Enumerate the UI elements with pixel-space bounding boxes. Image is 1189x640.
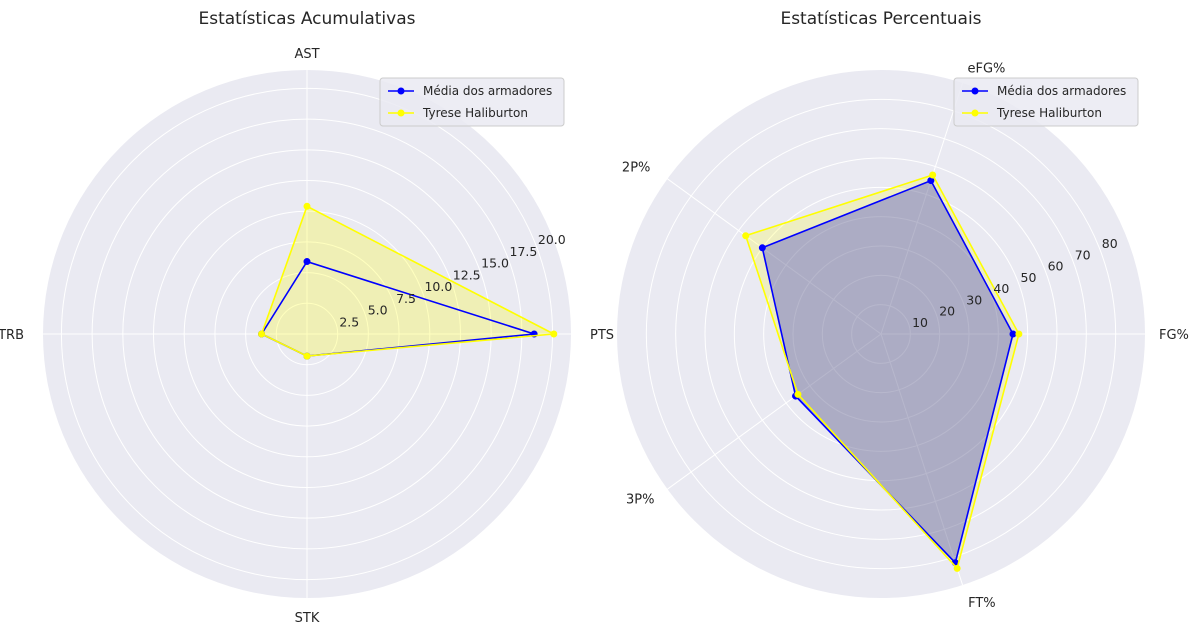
category-label-stk: STK <box>295 611 320 626</box>
series-fill-m-dia-dos-armadores <box>762 180 1013 563</box>
radial-tick-label: 50 <box>1021 270 1037 285</box>
radial-tick-label: 10 <box>912 315 928 330</box>
chart-title: Estatísticas Percentuais <box>780 9 981 29</box>
category-label-3p-pct: 3P% <box>626 493 654 508</box>
category-label-2p-pct: 2P% <box>622 161 650 176</box>
radial-tick-label: 17.5 <box>510 244 538 259</box>
radial-tick-label: 5.0 <box>368 303 388 318</box>
chart-cumulative: 2.5 5.0 7.5 10.012.515.017.520.0 PTS AST TRB ST… <box>0 9 614 626</box>
point-m-dia-dos-armadores-ast <box>303 258 311 266</box>
radial-tick-label: 70 <box>1075 247 1091 262</box>
legend-label-tyrese-haliburton: Tyrese Haliburton <box>422 106 528 120</box>
legend-label-m-dia-dos-armadores: Média dos armadores <box>997 84 1126 98</box>
category-label-fg-pct: FG% <box>1159 328 1189 343</box>
point-m-dia-dos-armadores-fg-pct <box>1009 330 1017 338</box>
point-tyrese-haliburton-3p-pct <box>794 390 802 398</box>
chart-title: Estatísticas Acumulativas <box>199 9 416 29</box>
legend-label-m-dia-dos-armadores: Média dos armadores <box>423 84 552 98</box>
radial-tick-label: 20 <box>939 304 955 319</box>
point-tyrese-haliburton-trb <box>258 330 266 338</box>
radial-tick-label: 30 <box>966 292 982 307</box>
radial-tick-label: 15.0 <box>481 256 509 271</box>
grid-spoke <box>880 82 964 335</box>
legend: Média dos armadores Tyrese Haliburton <box>953 77 1139 127</box>
series-fill-tyrese-haliburton <box>261 206 554 357</box>
category-label-pts: PTS <box>590 328 614 343</box>
category-label-ast: AST <box>294 47 319 62</box>
radial-tick-label: 40 <box>993 281 1009 296</box>
legend-marker-m-dia-dos-armadores <box>971 87 979 95</box>
point-tyrese-haliburton-ft-pct <box>953 564 961 572</box>
legend-marker-tyrese-haliburton <box>971 109 979 117</box>
category-label-trb: TRB <box>0 328 24 343</box>
radial-tick-label: 2.5 <box>339 314 359 329</box>
chart-percentual: 10 20 30 40 50 60 70 80 FG% eFG% 2P% 3P% FT% Estatíst… <box>617 9 1189 611</box>
radial-tick-label: 60 <box>1048 259 1064 274</box>
legend-box <box>953 77 1139 127</box>
legend-box <box>379 77 565 127</box>
grid-spoke <box>667 178 882 335</box>
radial-tick-label: 7.5 <box>396 291 416 306</box>
point-tyrese-haliburton-ast <box>303 202 311 210</box>
point-tyrese-haliburton-2p-pct <box>742 232 750 240</box>
radial-tick-label: 10.0 <box>424 279 452 294</box>
category-label-ft-pct: FT% <box>968 596 996 611</box>
legend: Média dos armadores Tyrese Haliburton <box>379 77 565 127</box>
point-tyrese-haliburton-fg-pct <box>1015 330 1023 338</box>
radial-tick-label: 12.5 <box>453 267 481 282</box>
legend-label-tyrese-haliburton: Tyrese Haliburton <box>996 106 1102 120</box>
radial-tick-label: 80 <box>1102 236 1118 251</box>
point-m-dia-dos-armadores-efg-pct <box>927 177 935 185</box>
radial-tick-label: 20.0 <box>538 232 566 247</box>
point-tyrese-haliburton-efg-pct <box>929 171 937 179</box>
point-tyrese-haliburton-stk <box>303 352 311 360</box>
series-line-tyrese-haliburton <box>744 174 1020 570</box>
series-line-m-dia-dos-armadores <box>761 179 1014 565</box>
legend-marker-tyrese-haliburton <box>397 109 405 117</box>
point-tyrese-haliburton-pts <box>550 330 558 338</box>
point-m-dia-dos-armadores-2p-pct <box>758 244 766 252</box>
grid-spoke <box>880 333 964 586</box>
category-label-efg-pct: eFG% <box>968 62 1006 77</box>
legend-marker-m-dia-dos-armadores <box>397 87 405 95</box>
series-fill-tyrese-haliburton <box>745 175 1019 569</box>
grid-spoke <box>667 333 882 490</box>
